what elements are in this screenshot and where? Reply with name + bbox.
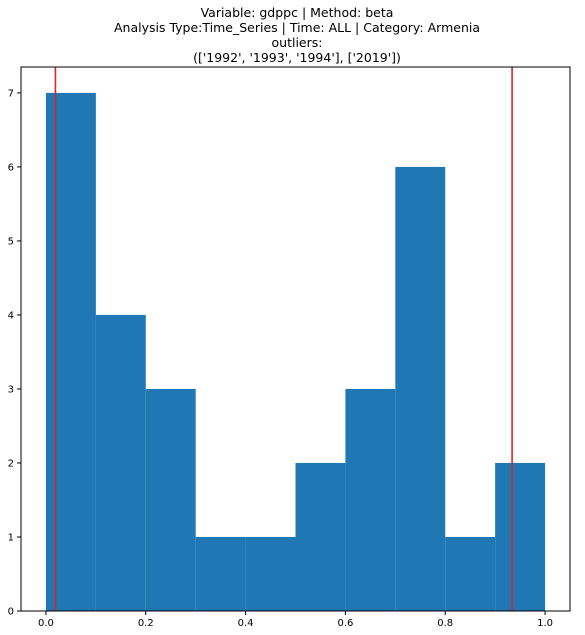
chart-title: Variable: gdppc | Method: beta Analysis … (114, 5, 480, 65)
x-tick-label: 0.4 (238, 618, 254, 629)
histogram-bar-4 (195, 536, 246, 611)
plot-frame (20, 66, 571, 612)
histogram-bar-10 (495, 462, 546, 611)
title-line-2: Analysis Type:Time_Series | Time: ALL | … (114, 20, 480, 35)
y-tick-label: 3 (8, 384, 14, 395)
title-line-3: outliers: (272, 35, 323, 50)
histogram-bars (45, 92, 546, 611)
y-tick-label: 1 (8, 532, 14, 543)
histogram-bar-3 (145, 388, 196, 611)
x-tick-label: 0.6 (337, 618, 353, 629)
histogram-bar-1 (45, 92, 96, 611)
histogram-bar-8 (395, 166, 446, 611)
histogram-bar-9 (445, 536, 496, 611)
x-tick-label: 0.8 (437, 618, 453, 629)
y-tick-label: 7 (8, 88, 14, 99)
y-axis: 0 1 2 3 4 5 6 7 (8, 88, 21, 618)
x-axis: 0.0 0.2 0.4 0.6 0.8 1.0 (38, 611, 553, 629)
y-tick-label: 2 (8, 458, 14, 469)
x-tick-label: 0.2 (138, 618, 154, 629)
y-tick-label: 5 (8, 236, 14, 247)
histogram-bar-5 (245, 536, 296, 611)
histogram-bar-2 (95, 314, 146, 611)
histogram-bar-6 (295, 462, 346, 611)
title-line-4: (['1992', '1993', '1994'], ['2019']) (193, 50, 401, 65)
x-tick-label: 1.0 (537, 618, 553, 629)
y-tick-label: 6 (8, 162, 14, 173)
title-line-1: Variable: gdppc | Method: beta (201, 5, 394, 20)
y-tick-label: 0 (8, 607, 14, 618)
histogram-bar-7 (345, 388, 396, 611)
x-tick-label: 0.0 (38, 618, 54, 629)
y-tick-label: 4 (8, 310, 14, 321)
outlier-threshold-lines (54, 67, 513, 611)
